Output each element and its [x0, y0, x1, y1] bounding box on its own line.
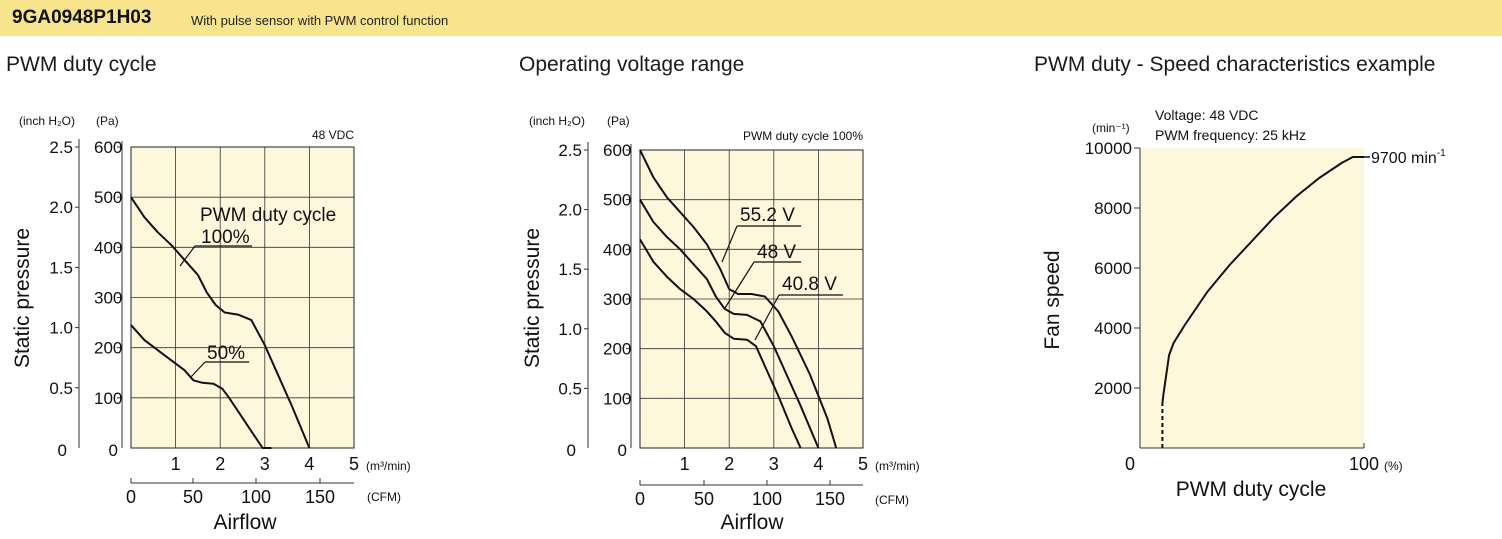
x2-tick-label-1-1: 50	[694, 489, 714, 509]
y-tick-label-1-0: 100	[603, 389, 631, 408]
x2-tick-label-1-0: 0	[635, 489, 645, 509]
y-tick-label-2-1: 4000	[1094, 319, 1132, 338]
y-axis-title-0: Static pressure	[11, 228, 34, 368]
y-tick-label-0-1: 200	[94, 339, 122, 358]
x-unit-label-2: (%)	[1384, 459, 1403, 473]
x-tick-label-0-4: 5	[349, 454, 359, 474]
x2-unit-label-1: (CFM)	[875, 493, 909, 507]
chart-condition-2-0: Voltage: 48 VDC	[1155, 107, 1259, 123]
series-leader-0-0	[179, 245, 196, 267]
chart-title-pwm-duty-cycle: PWM duty cycle	[6, 53, 157, 76]
y2-tick-label-1-2: 1.5	[558, 260, 582, 279]
series-leader-1-1	[724, 261, 755, 309]
x2-tick-label-1-2: 100	[752, 489, 782, 509]
y-unit-label-2: (min⁻¹)	[1092, 121, 1130, 135]
y2-tick-label-0-2: 1.5	[49, 258, 73, 277]
y-unit-label-1: (Pa)	[607, 114, 630, 128]
y-tick-label-0-3: 400	[94, 238, 122, 257]
y2-tick-label-1-3: 2.0	[558, 201, 582, 220]
y-tick-label-0-4: 500	[94, 188, 122, 207]
y-axis-title-1: Static pressure	[521, 228, 544, 368]
x-tick-label-1-2: 3	[769, 454, 779, 474]
y-tick-label-2-3: 8000	[1094, 199, 1132, 218]
series-line-1-0	[639, 149, 838, 449]
series-label-1-0: 55.2 V	[740, 205, 795, 226]
chart-title-operating-voltage: Operating voltage range	[519, 53, 745, 76]
y-tick-label-0-2: 300	[94, 289, 122, 308]
y-origin-label-0: 0	[109, 441, 118, 460]
x-tick-label-1-0: 1	[680, 454, 690, 474]
y-tick-label-1-1: 200	[603, 340, 631, 359]
x-unit-label-1: (m³/min)	[875, 459, 920, 473]
x-tick-label-2-1: 100	[1349, 454, 1379, 474]
series-line-2-0	[1161, 156, 1364, 404]
y-origin-label-1: 0	[618, 441, 627, 460]
x-tick-label-0-0: 1	[171, 454, 181, 474]
x-axis-title-1: Airflow	[720, 511, 784, 534]
header-bar: 9GA0948P1H03 With pulse sensor with PWM …	[0, 0, 1502, 36]
y2-tick-label-1-0: 0.5	[558, 379, 582, 398]
x-axis-title-0: Airflow	[213, 511, 277, 534]
x-tick-label-1-4: 5	[858, 454, 868, 474]
series-label-1-1: 48 V	[757, 242, 796, 263]
series-line-0-1	[130, 324, 272, 449]
y-tick-label-0-0: 100	[94, 389, 122, 408]
series-leader-0-1	[189, 361, 206, 379]
x-tick-label-0-3: 4	[304, 454, 314, 474]
y-tick-label-2-2: 6000	[1094, 259, 1132, 278]
y2-tick-label-0-1: 1.0	[49, 319, 73, 338]
series-label-1-2: 40.8 V	[782, 274, 837, 295]
model-description: With pulse sensor with PWM control funct…	[191, 13, 449, 28]
series-label-0-1: 50%	[207, 343, 245, 364]
chart-condition-0: 48 VDC	[312, 128, 354, 142]
x2-tick-label-0-1: 50	[183, 487, 203, 507]
y2-tick-label-0-0: 0.5	[49, 379, 73, 398]
series-line-1-1	[639, 199, 820, 449]
y2-origin-label-1: 0	[567, 441, 576, 460]
x-tick-label-1-1: 2	[724, 454, 734, 474]
y-axis-title-2: Fan speed	[1041, 250, 1064, 349]
series-leader-1-2	[754, 294, 780, 341]
x-unit-label-0: (m³/min)	[366, 459, 411, 473]
y2-origin-label-0: 0	[58, 441, 67, 460]
x-axis-title-2: PWM duty cycle	[1176, 478, 1327, 501]
y-tick-label-1-4: 500	[603, 191, 631, 210]
series-label-0-0: 100%	[201, 227, 250, 248]
y-tick-label-1-3: 400	[603, 240, 631, 259]
series-line-1-2	[639, 238, 802, 449]
series-label-header-0: PWM duty cycle	[200, 205, 336, 226]
y-tick-label-2-4: 10000	[1085, 139, 1132, 158]
chart-condition-1: PWM duty cycle 100%	[743, 129, 863, 143]
x-tick-label-1-3: 4	[813, 454, 823, 474]
y-unit-label-0: (Pa)	[96, 114, 119, 128]
x2-tick-label-1-3: 150	[815, 489, 845, 509]
x2-unit-label-0: (CFM)	[367, 490, 401, 504]
x-tick-label-0-2: 3	[260, 454, 270, 474]
chart-title-speed-characteristics: PWM duty - Speed characteristics example	[1034, 53, 1436, 76]
y2-tick-label-1-1: 1.0	[558, 320, 582, 339]
plot-area-2	[1140, 148, 1364, 448]
x2-tick-label-0-0: 0	[126, 487, 136, 507]
y2-tick-label-0-3: 2.0	[49, 198, 73, 217]
y-tick-label-1-5: 600	[603, 141, 631, 160]
series-line-0-0	[130, 196, 311, 449]
chart-condition-2-1: PWM frequency: 25 kHz	[1155, 127, 1306, 143]
y-tick-label-0-5: 600	[94, 138, 122, 157]
model-name: 9GA0948P1H03	[12, 7, 152, 28]
y-tick-label-1-2: 300	[603, 290, 631, 309]
x2-tick-label-0-3: 150	[305, 487, 335, 507]
x-tick-label-0-1: 2	[215, 454, 225, 474]
y2-tick-label-0-4: 2.5	[49, 138, 73, 157]
y2-unit-label-0: (inch H₂O)	[19, 114, 75, 128]
end-label-2: 9700 min-1	[1371, 148, 1446, 167]
x-tick-label-2-0: 0	[1125, 454, 1135, 474]
end-label-sup-2: -1	[1437, 148, 1446, 159]
x2-tick-label-0-2: 100	[241, 487, 271, 507]
series-leader-1-0	[721, 225, 738, 263]
y-tick-label-2-0: 2000	[1094, 379, 1132, 398]
y2-unit-label-1: (inch H₂O)	[529, 114, 585, 128]
y2-tick-label-1-4: 2.5	[558, 141, 582, 160]
